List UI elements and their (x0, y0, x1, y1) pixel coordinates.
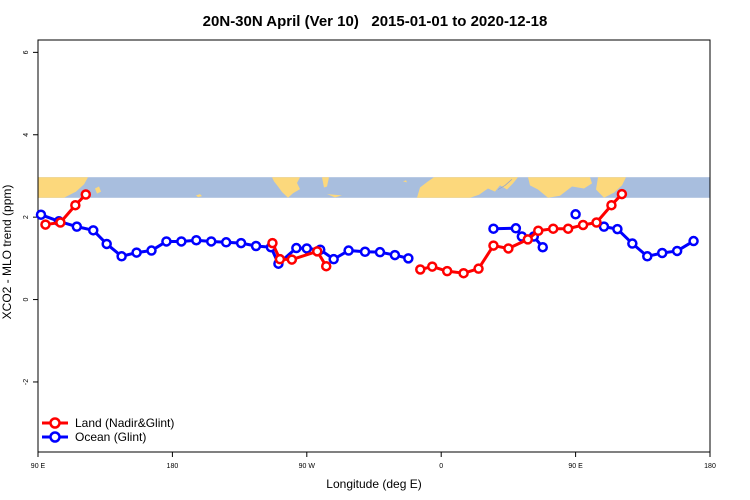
land-point-2-3 (458, 267, 469, 279)
map-land-2 (196, 194, 202, 198)
ocean-point-3-5 (671, 245, 683, 257)
ocean-point-0-17 (291, 242, 302, 254)
map-land-1 (95, 186, 101, 194)
ocean-point-0-8 (161, 236, 172, 247)
legend-item-land: Land (Nadir&Glint) (42, 416, 174, 430)
land-point-0-3 (80, 189, 92, 200)
legend-item-ocean: Ocean (Glint) (42, 430, 146, 444)
ocean-point-0-4 (101, 238, 112, 250)
ocean-point-0-24 (389, 249, 401, 261)
ocean-point-1-4 (537, 241, 548, 253)
map-land-6 (403, 180, 407, 183)
x-tick-label-2: 90 W (299, 463, 316, 470)
ocean-point-0-23 (374, 246, 386, 258)
map-land-8 (528, 177, 592, 198)
map-land-9 (596, 177, 626, 198)
land-point-2-1 (426, 261, 438, 272)
y-tick-label-4: 6 (23, 50, 30, 54)
land-point-2-5 (488, 240, 499, 251)
ocean-point-3-0 (598, 221, 610, 232)
land-point-2-0 (415, 264, 426, 275)
y-tick-label-3: 4 (23, 133, 30, 137)
map-land-5 (327, 194, 342, 198)
legend-label-ocean: Ocean (Glint) (75, 430, 146, 444)
y-tick-label-0: -2 (23, 379, 30, 385)
land-line-segment-0 (45, 193, 87, 227)
ocean-point-0-10 (191, 234, 202, 246)
y-axis-label: XCO2 - MLO trend (ppm) (0, 185, 14, 320)
x-tick-label-0: 90 E (31, 463, 46, 470)
x-tick-label-3: 0 (439, 463, 443, 470)
y-tick-label-2: 2 (23, 215, 30, 219)
ocean-point-0-22 (359, 246, 371, 258)
land-point-2-13 (606, 199, 617, 211)
land-point-0-1 (55, 217, 66, 228)
y-axis: -2 0 2 4 6 (23, 50, 38, 385)
plot-frame (37, 39, 711, 453)
ocean-point-0-20 (328, 253, 339, 265)
ocean-point-3-6 (688, 235, 699, 247)
land-point-2-14 (616, 188, 628, 200)
land-point-2-12 (591, 217, 602, 228)
ocean-point-3-3 (642, 251, 653, 262)
map-land-4 (322, 177, 329, 188)
ocean-point-0-7 (146, 245, 157, 256)
land-point-2-9 (547, 223, 559, 234)
chart-title: 20N-30N April (Ver 10) 2015-01-01 to 202… (203, 13, 548, 30)
legend: Land (Nadir&Glint) Ocean (Glint) (42, 416, 174, 444)
land-point-0-0 (40, 219, 51, 230)
series-land (40, 188, 628, 279)
data-series (35, 188, 699, 279)
ocean-point-0-0 (35, 209, 47, 220)
ocean-point-0-25 (403, 253, 414, 264)
land-point-2-6 (503, 243, 514, 254)
series-ocean (35, 209, 699, 269)
map-coastline-red-sea (497, 178, 513, 190)
x-axis-label: Longitude (deg E) (326, 477, 421, 491)
ocean-point-0-21 (343, 245, 354, 256)
ocean-point-0-18 (301, 243, 313, 254)
x-tick-label-4: 90 E (568, 463, 583, 470)
ocean-point-0-13 (235, 237, 247, 249)
ocean-point-0-9 (176, 236, 187, 247)
land-point-2-2 (441, 265, 453, 277)
ocean-point-0-5 (116, 251, 127, 262)
x-axis: 90 E 180 90 W 0 90 E 180 (31, 452, 716, 470)
map-land-3 (272, 177, 300, 198)
ocean-point-3-1 (612, 223, 623, 235)
ocean-point-0-11 (205, 236, 217, 247)
land-point-2-11 (577, 219, 589, 231)
land-point-1-4 (320, 260, 332, 272)
land-point-1-3 (312, 246, 323, 257)
map-land-0 (38, 177, 88, 198)
ocean-point-1-0 (488, 223, 499, 234)
ocean-point-3-2 (627, 238, 638, 249)
ocean-point-0-2 (71, 221, 83, 232)
legend-marker-ocean (49, 431, 61, 443)
land-point-2-8 (533, 225, 544, 237)
land-point-1-2 (286, 254, 298, 265)
legend-label-land: Land (Nadir&Glint) (75, 416, 174, 430)
ocean-point-0-3 (88, 225, 99, 236)
ocean-point-0-12 (220, 237, 232, 248)
world-map-band (38, 177, 710, 198)
y-tick-label-1: 0 (23, 298, 30, 302)
x-tick-label-1: 180 (167, 463, 179, 470)
land-point-2-4 (473, 263, 484, 274)
land-point-2-7 (522, 234, 534, 245)
ocean-point-3-4 (656, 247, 668, 259)
ocean-point-1-1 (510, 223, 522, 234)
land-point-0-2 (70, 199, 81, 211)
ocean-point-0-6 (131, 247, 142, 258)
map-land-7 (417, 177, 518, 198)
x-tick-label-5: 180 (704, 463, 716, 470)
land-point-2-10 (562, 223, 574, 234)
land-point-1-1 (274, 253, 286, 265)
ocean-point-0-14 (250, 240, 262, 252)
legend-marker-land (49, 417, 61, 429)
ocean-point-2-0 (570, 209, 581, 220)
land-point-1-0 (267, 237, 278, 249)
